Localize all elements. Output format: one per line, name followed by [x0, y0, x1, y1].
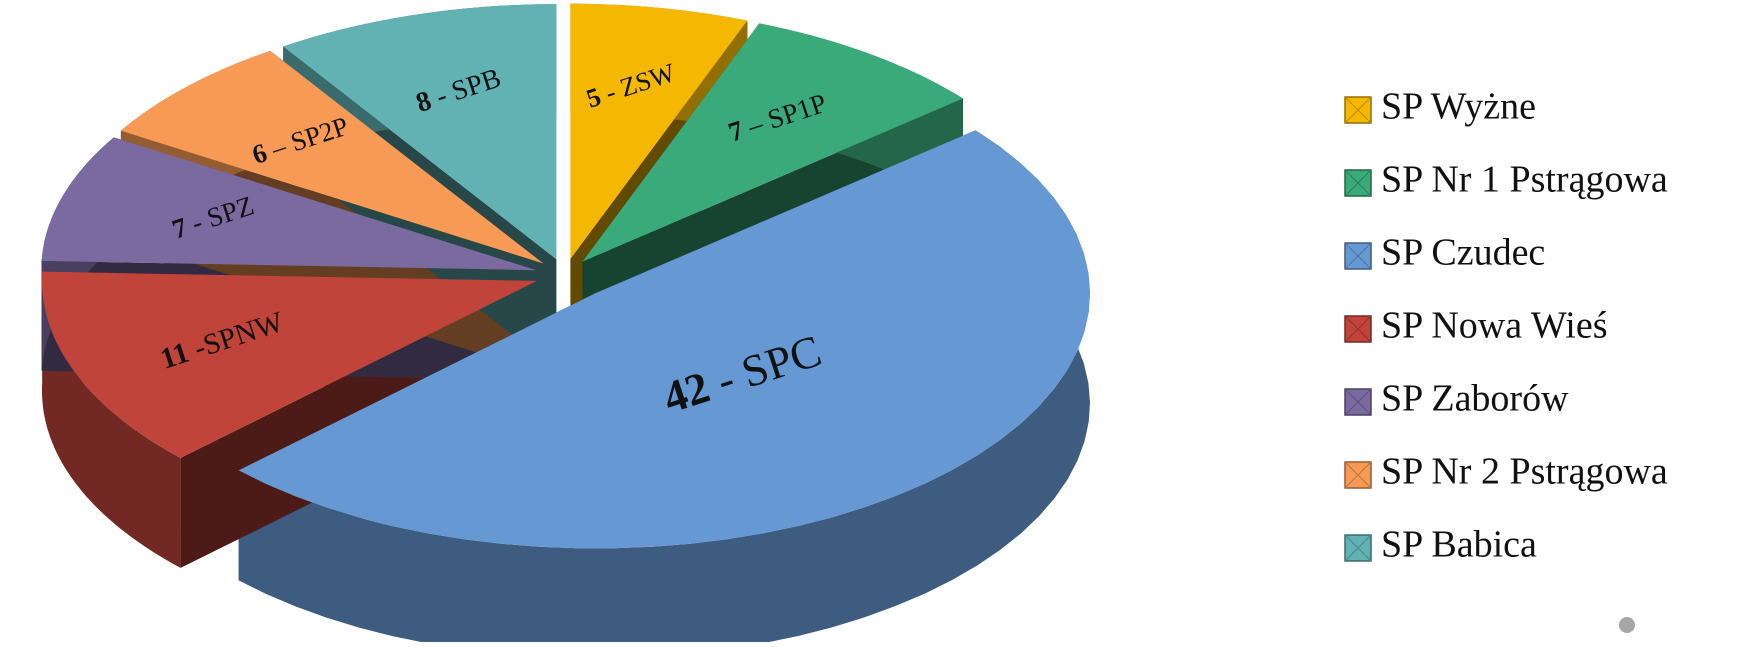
legend-label: SP Babica [1381, 524, 1537, 566]
legend-swatch-bevel [1344, 315, 1372, 343]
legend-swatch-bevel [1344, 388, 1372, 416]
slice [42, 271, 537, 458]
legend-label: SP Nr 1 Pstrągowa [1381, 159, 1668, 201]
legend-swatch-bevel [1344, 534, 1372, 562]
legend-label: SP Nr 2 Pstrągowa [1381, 451, 1668, 493]
slice [582, 23, 963, 262]
slice-side [238, 130, 1090, 647]
legend-label: SP Zaborów [1381, 378, 1569, 420]
legend-label: SP Czudec [1381, 232, 1545, 274]
slide-dot [1619, 617, 1635, 633]
legend-swatch-bevel [1344, 169, 1372, 197]
legend-swatch-bevel [1344, 242, 1372, 270]
slice-side [42, 271, 181, 568]
legend-label: SP Wyżne [1381, 86, 1536, 128]
legend-swatch-bevel [1344, 461, 1372, 489]
slice [120, 50, 544, 264]
slice [283, 4, 557, 260]
legend-label: SP Nowa Wieś [1381, 305, 1607, 347]
slice [41, 137, 537, 271]
slice [238, 130, 1090, 549]
slice [570, 3, 748, 259]
legend-swatch-bevel [1344, 96, 1372, 124]
